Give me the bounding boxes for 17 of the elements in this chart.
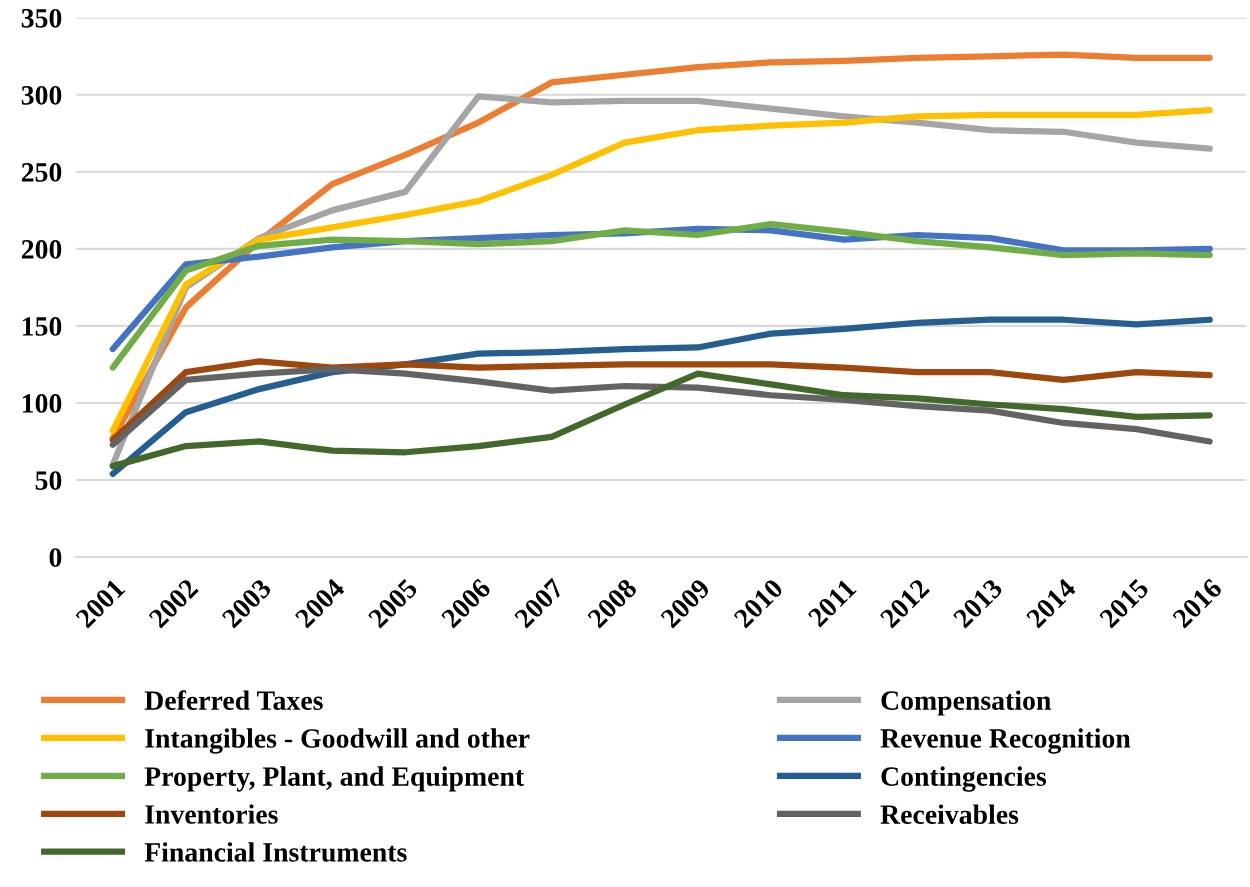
legend-label: Inventories <box>145 804 278 824</box>
y-tick-label: 200 <box>21 240 62 259</box>
y-tick-label: 100 <box>22 394 62 413</box>
legend-label: Receivables <box>880 804 1019 824</box>
legend-label: Contingencies <box>881 766 1047 792</box>
legend-label: Intangibles - Goodwill and other <box>145 728 530 754</box>
y-tick-label: 0 <box>49 548 62 567</box>
legend-label: Compensation <box>881 690 1051 716</box>
y-tick-label: 250 <box>21 162 62 182</box>
y-tick-label: 50 <box>35 471 62 490</box>
legend-label: Property, Plant, and Equipment <box>144 766 525 792</box>
y-tick-label: 350 <box>21 8 62 28</box>
legend-label: Financial Instruments <box>144 842 407 862</box>
y-tick-label: 300 <box>21 85 62 105</box>
y-tick-label: 150 <box>22 317 62 336</box>
legend-label: Deferred Taxes <box>144 690 323 710</box>
legend-label: Revenue Recognition <box>880 728 1131 754</box>
